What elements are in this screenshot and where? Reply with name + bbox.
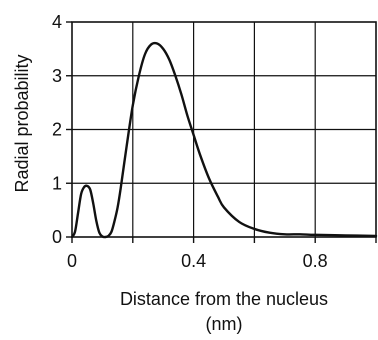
x-axis-label-line1: Distance from the nucleus: [120, 289, 328, 309]
y-tick-labels: 0 1 2 3 4: [52, 12, 62, 247]
x-tick-labels: 0 0.4 0.8: [67, 251, 328, 271]
x-tick-label-0: 0: [67, 251, 77, 271]
y-tick-label-0: 0: [52, 227, 62, 247]
y-tick-label-4: 4: [52, 12, 62, 32]
x-tick-marks: [71, 237, 377, 243]
y-tick-label-1: 1: [52, 173, 62, 193]
y-tick-label-2: 2: [52, 120, 62, 140]
x-tick-label-1: 0.4: [181, 251, 206, 271]
x-axis-label-line2: (nm): [206, 314, 243, 334]
y-axis-label: Radial probability: [12, 54, 32, 192]
y-gridlines: [72, 75, 376, 184]
y-tick-marks: [66, 21, 72, 238]
radial-probability-curve: [70, 41, 378, 239]
x-tick-label-2: 0.8: [303, 251, 328, 271]
y-tick-label-3: 3: [52, 66, 62, 86]
